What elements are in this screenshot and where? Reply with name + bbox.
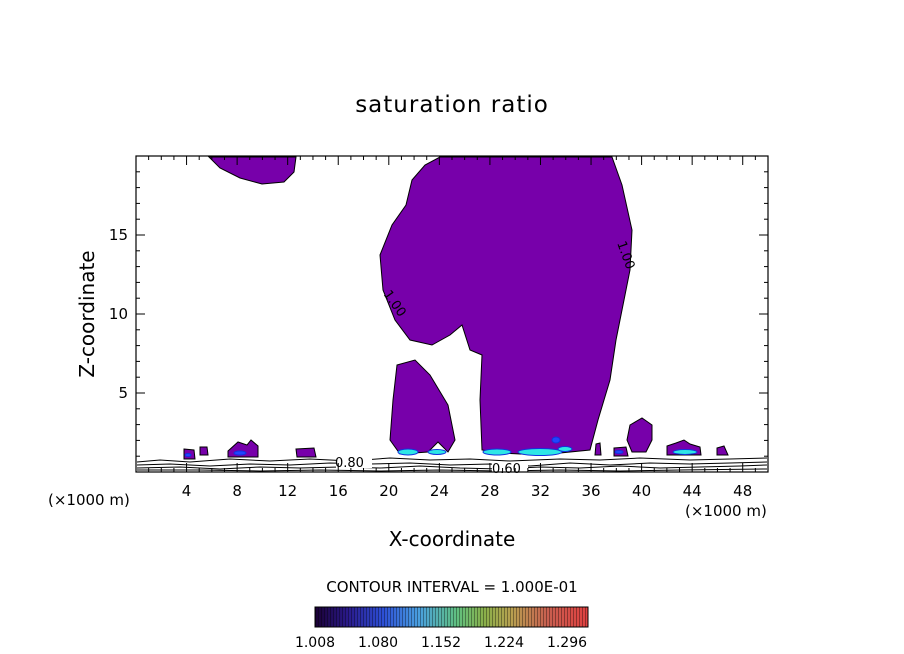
x-units-right: (×1000 m) — [685, 502, 767, 520]
y-axis-label: Z-coordinate — [75, 250, 99, 377]
y-tick-label: 5 — [118, 384, 128, 402]
supersaturation-cores — [184, 436, 698, 457]
chart-title: saturation ratio — [355, 92, 549, 118]
colorbar-tick-label: 1.296 — [547, 635, 587, 651]
saturated-region-main-cloud — [379, 156, 633, 456]
contour-label: 0.80 — [335, 456, 364, 471]
x-axis-label: X-coordinate — [389, 527, 516, 551]
saturated-regions — [183, 156, 729, 460]
x-tick-label: 24 — [430, 482, 449, 500]
x-tick-label: 16 — [329, 482, 348, 500]
saturated-region-blob-6 — [199, 446, 209, 456]
saturated-region-cloud-40 — [626, 417, 653, 453]
contour-interval: CONTOUR INTERVAL = 1.000E-01 — [326, 578, 577, 596]
saturated-region-blob-13 — [295, 447, 317, 458]
y-tick-label: 10 — [109, 305, 128, 323]
x-tick-label: 48 — [733, 482, 752, 500]
saturated-region-lower-left-cloud — [389, 359, 456, 455]
colorbar — [314, 606, 589, 628]
colorbar-labels: 1.008 1.080 1.152 1.224 1.296 — [295, 635, 587, 651]
x-tick-label: 36 — [581, 482, 600, 500]
colorbar-tick-label: 1.080 — [358, 635, 398, 651]
x-tick-label: 40 — [632, 482, 651, 500]
x-tick-label: 28 — [480, 482, 499, 500]
saturated-region-blob-38 — [594, 442, 602, 456]
x-tick-labels: 4 8 12 16 20 24 28 32 36 40 44 48 — [182, 482, 752, 500]
x-tick-label: 12 — [278, 482, 297, 500]
saturated-region-blob-46 — [716, 445, 729, 456]
x-units-left: (×1000 m) — [48, 491, 130, 509]
y-tick-label: 15 — [109, 226, 128, 244]
axis-ticks — [136, 156, 768, 472]
x-tick-label: 8 — [232, 482, 242, 500]
colorbar-tick-label: 1.008 — [295, 635, 335, 651]
x-tick-label: 4 — [182, 482, 192, 500]
y-tick-labels: 5 10 15 — [109, 226, 128, 402]
contour-label: 0.60 — [492, 462, 521, 477]
colorbar-tick-label: 1.224 — [484, 635, 524, 651]
saturated-region-top-left — [207, 156, 297, 185]
x-tick-label: 44 — [683, 482, 702, 500]
colorbar-tick-label: 1.152 — [421, 635, 461, 651]
x-tick-label: 20 — [379, 482, 398, 500]
x-tick-label: 32 — [531, 482, 550, 500]
